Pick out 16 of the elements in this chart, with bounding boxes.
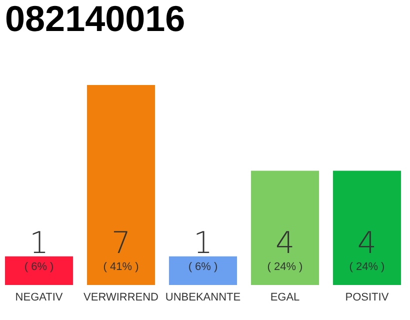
x-tick-label: VERWIRREND xyxy=(84,292,159,304)
data-label: 4 xyxy=(357,226,377,261)
annotation: ( 24% ) xyxy=(349,261,385,273)
annotation: ( 6% ) xyxy=(188,261,218,273)
data-label: 7 xyxy=(111,226,131,261)
x-tick-label: POSITIV xyxy=(345,292,390,304)
data-label: 1 xyxy=(193,226,213,261)
chart-title: 082140016 xyxy=(5,0,186,39)
data-label: 1 xyxy=(29,226,49,261)
x-tick-label: UNBEKANNTE xyxy=(165,292,241,304)
x-tick-label: EGAL xyxy=(270,292,300,304)
data-label: 4 xyxy=(275,226,295,261)
annotation: ( 41% ) xyxy=(103,261,139,273)
annotation: ( 24% ) xyxy=(267,261,303,273)
x-tick-label: NEGATIV xyxy=(15,292,64,304)
annotation: ( 6% ) xyxy=(24,261,54,273)
